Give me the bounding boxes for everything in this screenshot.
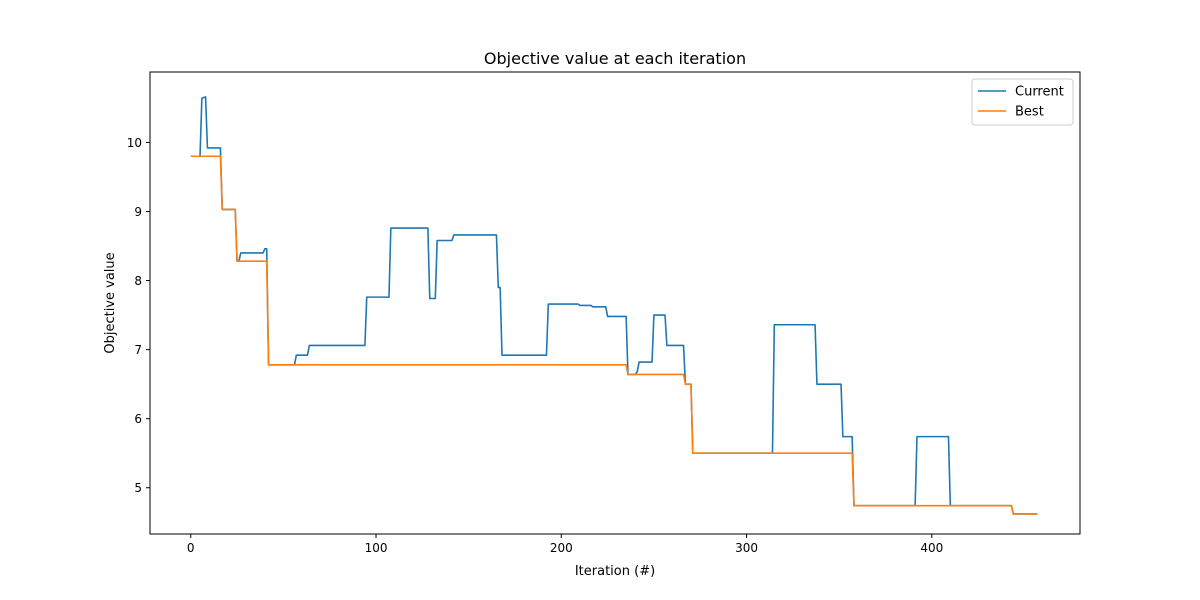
x-tick-label: 200 (550, 541, 573, 555)
x-tick-label: 0 (187, 541, 195, 555)
y-tick-label: 10 (127, 136, 142, 150)
y-tick-label: 6 (134, 412, 142, 426)
series-line-best (190, 155, 1038, 515)
axes-frame (149, 71, 1081, 535)
x-axis-label: Iteration (#) (575, 564, 655, 579)
legend-label-current: Current (1015, 85, 1064, 100)
y-tick-label: 8 (134, 274, 142, 288)
x-tick-label: 300 (735, 541, 758, 555)
y-tick-label: 7 (134, 343, 142, 357)
y-axis-label: Objective value (103, 252, 118, 353)
x-axis: 0 100 200 300 400 (187, 534, 943, 555)
x-tick-label: 400 (920, 541, 943, 555)
series-line-current (190, 96, 1038, 515)
x-tick-label: 100 (365, 541, 388, 555)
series-layer (190, 96, 1038, 515)
y-axis: 5 6 7 8 9 10 (127, 136, 150, 495)
legend: Current Best (971, 78, 1074, 126)
y-tick-label: 9 (134, 205, 142, 219)
chart-title: Objective value at each iteration (484, 49, 746, 68)
y-tick-label: 5 (134, 481, 142, 495)
plot-area (149, 71, 1081, 535)
legend-label-best: Best (1015, 105, 1044, 120)
